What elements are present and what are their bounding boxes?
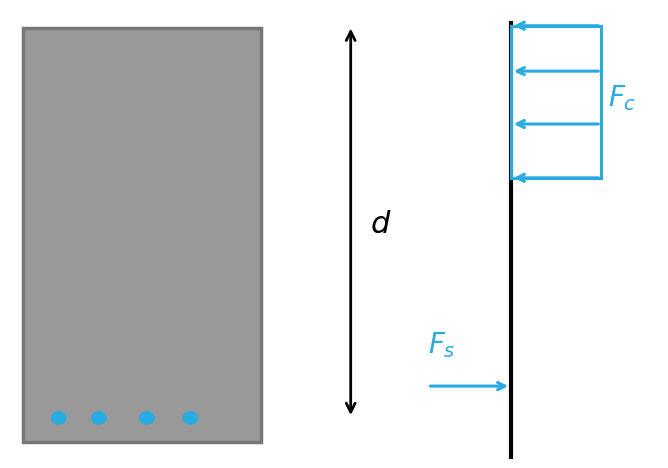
Ellipse shape: [182, 411, 198, 425]
Text: d: d: [371, 210, 390, 239]
Text: $F_s$: $F_s$: [428, 330, 455, 360]
Ellipse shape: [139, 411, 155, 425]
Ellipse shape: [51, 411, 67, 425]
Text: $F_c$: $F_c$: [608, 83, 637, 113]
Bar: [511, 26, 601, 178]
Bar: [23, 28, 261, 442]
Ellipse shape: [91, 411, 107, 425]
